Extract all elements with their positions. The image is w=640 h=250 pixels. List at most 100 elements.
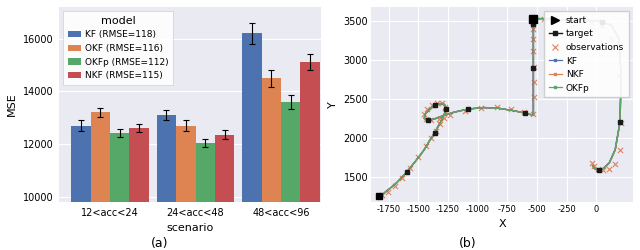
Text: (a): (a) bbox=[151, 238, 169, 250]
observations bbox=[426, 118, 436, 122]
NKF bbox=[424, 118, 432, 122]
observations bbox=[421, 117, 431, 121]
Bar bbox=[91, 112, 110, 250]
NKF bbox=[589, 164, 596, 168]
Line: OKFp: OKFp bbox=[378, 17, 623, 198]
target bbox=[403, 171, 410, 174]
Bar bbox=[262, 78, 281, 250]
target bbox=[529, 22, 537, 26]
observations bbox=[413, 155, 424, 159]
observations bbox=[604, 167, 614, 171]
observations bbox=[426, 136, 436, 140]
target bbox=[616, 121, 624, 124]
observations bbox=[528, 27, 538, 31]
target bbox=[465, 108, 472, 110]
observations bbox=[427, 103, 437, 107]
observations bbox=[519, 110, 529, 114]
Bar bbox=[176, 126, 196, 250]
observations bbox=[539, 17, 549, 21]
OKFp bbox=[420, 148, 428, 151]
target bbox=[529, 66, 537, 69]
Bar bbox=[281, 102, 300, 250]
observations bbox=[460, 109, 470, 113]
OKFp bbox=[438, 118, 446, 121]
Line: target: target bbox=[378, 18, 621, 198]
OKFp bbox=[441, 104, 449, 107]
KF bbox=[440, 104, 448, 106]
Bar bbox=[110, 134, 129, 250]
observations bbox=[528, 37, 538, 41]
observations bbox=[589, 164, 599, 168]
observations bbox=[431, 129, 442, 133]
Line: KF: KF bbox=[378, 17, 622, 198]
OKFp bbox=[589, 164, 596, 168]
observations bbox=[434, 117, 444, 121]
observations bbox=[529, 64, 539, 68]
observations bbox=[528, 22, 538, 26]
observations bbox=[439, 116, 449, 120]
observations bbox=[506, 107, 516, 111]
NKF bbox=[376, 195, 383, 198]
OKFp bbox=[529, 17, 537, 20]
NKF bbox=[591, 168, 599, 171]
KF bbox=[611, 148, 619, 151]
NKF bbox=[438, 118, 446, 121]
KF bbox=[589, 164, 596, 168]
target bbox=[431, 131, 439, 134]
NKF bbox=[611, 148, 619, 151]
observations bbox=[432, 101, 442, 105]
observations bbox=[529, 96, 539, 100]
Y-axis label: MSE: MSE bbox=[7, 92, 17, 116]
observations bbox=[383, 190, 393, 194]
observations bbox=[440, 105, 450, 109]
observations bbox=[529, 80, 539, 84]
observations bbox=[492, 105, 502, 109]
Legend: start, target, observations, KF, NKF, OKFp: start, target, observations, KF, NKF, OK… bbox=[544, 12, 628, 97]
OKFp bbox=[424, 118, 432, 122]
X-axis label: X: X bbox=[498, 219, 506, 229]
NKF bbox=[420, 148, 428, 151]
X-axis label: scenario: scenario bbox=[166, 223, 214, 233]
observations bbox=[587, 161, 597, 165]
observations bbox=[596, 24, 607, 28]
KF bbox=[438, 118, 446, 120]
target bbox=[442, 108, 449, 110]
target bbox=[522, 112, 529, 114]
observations bbox=[420, 144, 431, 148]
observations bbox=[476, 106, 486, 110]
observations bbox=[419, 112, 429, 116]
Y-axis label: Y: Y bbox=[328, 101, 338, 108]
observations bbox=[614, 74, 624, 78]
observations bbox=[422, 107, 432, 111]
target bbox=[431, 104, 439, 107]
observations bbox=[593, 167, 603, 171]
Line: NKF: NKF bbox=[378, 17, 623, 198]
observations bbox=[528, 18, 538, 21]
OKFp bbox=[611, 148, 619, 151]
Text: (b): (b) bbox=[458, 238, 476, 250]
Bar bbox=[243, 33, 262, 250]
observations bbox=[445, 113, 456, 117]
observations bbox=[440, 110, 451, 114]
observations bbox=[550, 18, 561, 21]
OKFp bbox=[376, 195, 383, 198]
observations bbox=[397, 176, 407, 180]
KF bbox=[424, 118, 431, 122]
target bbox=[424, 118, 432, 122]
KF bbox=[529, 17, 537, 20]
NKF bbox=[441, 104, 449, 107]
Bar bbox=[196, 143, 215, 250]
observations bbox=[606, 37, 616, 41]
OKFp bbox=[591, 168, 599, 171]
target bbox=[376, 195, 383, 198]
observations bbox=[598, 168, 608, 172]
observations bbox=[562, 18, 572, 22]
Bar bbox=[300, 62, 320, 250]
target bbox=[550, 18, 557, 21]
observations bbox=[390, 184, 400, 188]
observations bbox=[435, 122, 445, 126]
KF bbox=[420, 148, 428, 151]
observations bbox=[609, 162, 620, 166]
Bar bbox=[71, 126, 91, 250]
Bar bbox=[129, 128, 149, 250]
